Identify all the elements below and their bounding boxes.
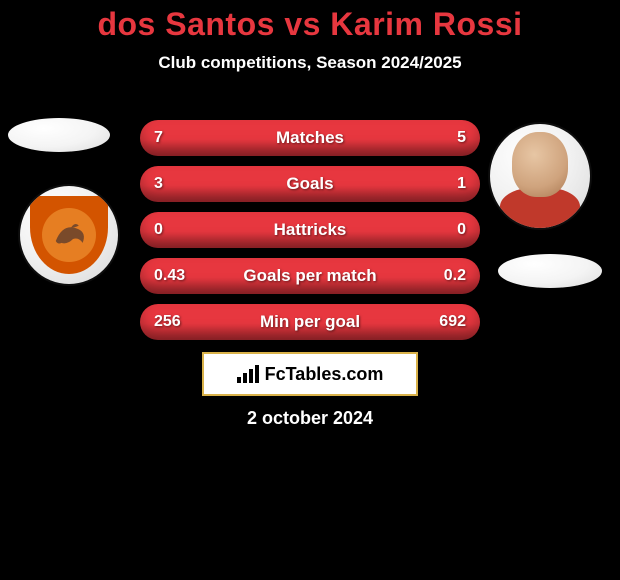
stat-right-value: 0 — [457, 221, 466, 239]
stat-left-value: 0 — [154, 221, 163, 239]
stat-label: Matches — [140, 128, 480, 148]
infographic-date: 2 october 2024 — [0, 408, 620, 429]
branding-badge[interactable]: FcTables.com — [202, 352, 418, 396]
stat-label: Min per goal — [140, 312, 480, 332]
stat-row-min-per-goal: 256 Min per goal 692 — [140, 304, 480, 340]
stat-row-hattricks: 0 Hattricks 0 — [140, 212, 480, 248]
stat-label: Goals per match — [140, 266, 480, 286]
stat-label: Hattricks — [140, 220, 480, 240]
stat-right-value: 0.2 — [444, 267, 466, 285]
crest-shield — [30, 196, 108, 274]
branding-text: FcTables.com — [265, 364, 384, 385]
dolphin-icon — [50, 216, 88, 254]
crest-inner — [42, 208, 97, 263]
bar-chart-icon — [237, 365, 259, 383]
stat-right-value: 692 — [439, 313, 466, 331]
page-title: dos Santos vs Karim Rossi — [0, 0, 620, 43]
stat-row-goals-per-match: 0.43 Goals per match 0.2 — [140, 258, 480, 294]
stat-left-value: 7 — [154, 129, 163, 147]
branding-inner: FcTables.com — [237, 364, 384, 385]
player-right-club-crest — [498, 254, 602, 288]
stat-label: Goals — [140, 174, 480, 194]
stat-right-value: 5 — [457, 129, 466, 147]
player-left-avatar — [8, 118, 110, 152]
stat-right-value: 1 — [457, 175, 466, 193]
stat-row-matches: 7 Matches 5 — [140, 120, 480, 156]
player-right-avatar — [490, 124, 590, 228]
player-left-club-crest — [20, 186, 118, 284]
head — [512, 132, 568, 196]
stat-left-value: 0.43 — [154, 267, 185, 285]
page-subtitle: Club competitions, Season 2024/2025 — [0, 53, 620, 73]
stats-comparison: 7 Matches 5 3 Goals 1 0 Hattricks 0 0.43… — [140, 120, 480, 350]
stat-row-goals: 3 Goals 1 — [140, 166, 480, 202]
stat-left-value: 3 — [154, 175, 163, 193]
stat-left-value: 256 — [154, 313, 181, 331]
face-icon — [490, 124, 590, 228]
